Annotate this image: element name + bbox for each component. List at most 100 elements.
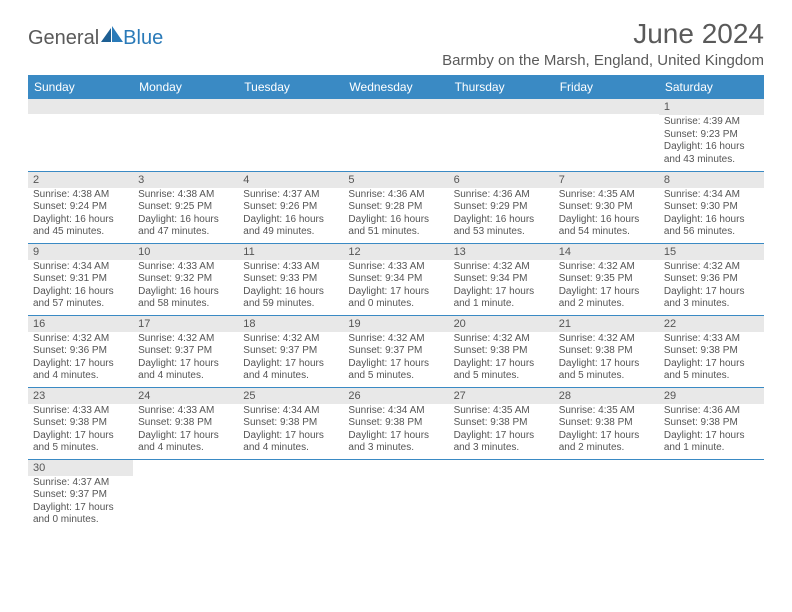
location-subtitle: Barmby on the Marsh, England, United Kin… — [442, 52, 764, 69]
calendar-day-cell: 24Sunrise: 4:33 AMSunset: 9:38 PMDayligh… — [133, 387, 238, 459]
day-number — [343, 99, 448, 114]
day-number: 24 — [133, 388, 238, 404]
day-number — [28, 99, 133, 114]
daylight-text: Daylight: 17 hours and 4 minutes. — [138, 430, 233, 455]
day-number: 25 — [238, 388, 343, 404]
weekday-header: Saturday — [659, 75, 764, 99]
day-number — [343, 460, 448, 475]
day-number: 11 — [238, 244, 343, 260]
calendar-day-cell: 22Sunrise: 4:33 AMSunset: 9:38 PMDayligh… — [659, 315, 764, 387]
sunset-text: Sunset: 9:38 PM — [559, 345, 654, 358]
calendar-day-cell: 21Sunrise: 4:32 AMSunset: 9:38 PMDayligh… — [554, 315, 659, 387]
daylight-text: Daylight: 17 hours and 4 minutes. — [243, 430, 338, 455]
sunrise-text: Sunrise: 4:34 AM — [348, 405, 443, 418]
day-number: 1 — [659, 99, 764, 115]
day-number — [133, 460, 238, 475]
calendar-day-cell — [343, 99, 448, 171]
daylight-text: Daylight: 17 hours and 5 minutes. — [664, 358, 759, 383]
day-number: 26 — [343, 388, 448, 404]
weekday-header-row: Sunday Monday Tuesday Wednesday Thursday… — [28, 75, 764, 99]
sunrise-text: Sunrise: 4:33 AM — [348, 261, 443, 274]
calendar-day-cell: 12Sunrise: 4:33 AMSunset: 9:34 PMDayligh… — [343, 243, 448, 315]
sunset-text: Sunset: 9:26 PM — [243, 201, 338, 214]
calendar-day-cell: 13Sunrise: 4:32 AMSunset: 9:34 PMDayligh… — [449, 243, 554, 315]
day-number: 17 — [133, 316, 238, 332]
sunrise-text: Sunrise: 4:39 AM — [664, 116, 759, 129]
logo-text-general: General — [28, 27, 99, 50]
calendar-day-cell — [133, 459, 238, 531]
calendar-day-cell: 14Sunrise: 4:32 AMSunset: 9:35 PMDayligh… — [554, 243, 659, 315]
day-details: Sunrise: 4:32 AMSunset: 9:36 PMDaylight:… — [28, 332, 133, 383]
day-number: 2 — [28, 172, 133, 188]
sunset-text: Sunset: 9:37 PM — [33, 489, 128, 502]
sunset-text: Sunset: 9:38 PM — [348, 417, 443, 430]
sunrise-text: Sunrise: 4:32 AM — [454, 261, 549, 274]
sunset-text: Sunset: 9:38 PM — [559, 417, 654, 430]
sunset-text: Sunset: 9:34 PM — [454, 273, 549, 286]
day-number: 13 — [449, 244, 554, 260]
day-details: Sunrise: 4:32 AMSunset: 9:38 PMDaylight:… — [554, 332, 659, 383]
sunset-text: Sunset: 9:38 PM — [454, 345, 549, 358]
sunrise-text: Sunrise: 4:36 AM — [454, 189, 549, 202]
weekday-header: Sunday — [28, 75, 133, 99]
day-details: Sunrise: 4:33 AMSunset: 9:38 PMDaylight:… — [28, 404, 133, 455]
month-title: June 2024 — [442, 18, 764, 50]
day-number: 20 — [449, 316, 554, 332]
sunrise-text: Sunrise: 4:37 AM — [243, 189, 338, 202]
day-number — [554, 460, 659, 475]
calendar-week-row: 2Sunrise: 4:38 AMSunset: 9:24 PMDaylight… — [28, 171, 764, 243]
daylight-text: Daylight: 16 hours and 51 minutes. — [348, 214, 443, 239]
sunrise-text: Sunrise: 4:34 AM — [243, 405, 338, 418]
day-details: Sunrise: 4:37 AMSunset: 9:37 PMDaylight:… — [28, 476, 133, 527]
calendar-day-cell — [238, 459, 343, 531]
sunset-text: Sunset: 9:31 PM — [33, 273, 128, 286]
day-number — [554, 99, 659, 114]
weekday-header: Thursday — [449, 75, 554, 99]
calendar-day-cell — [554, 459, 659, 531]
day-number: 18 — [238, 316, 343, 332]
calendar-day-cell: 29Sunrise: 4:36 AMSunset: 9:38 PMDayligh… — [659, 387, 764, 459]
logo-text-blue: Blue — [123, 27, 163, 50]
weekday-header: Monday — [133, 75, 238, 99]
day-number: 14 — [554, 244, 659, 260]
sunset-text: Sunset: 9:29 PM — [454, 201, 549, 214]
daylight-text: Daylight: 16 hours and 56 minutes. — [664, 214, 759, 239]
calendar-day-cell: 27Sunrise: 4:35 AMSunset: 9:38 PMDayligh… — [449, 387, 554, 459]
calendar-day-cell: 25Sunrise: 4:34 AMSunset: 9:38 PMDayligh… — [238, 387, 343, 459]
calendar-day-cell: 23Sunrise: 4:33 AMSunset: 9:38 PMDayligh… — [28, 387, 133, 459]
calendar-day-cell: 15Sunrise: 4:32 AMSunset: 9:36 PMDayligh… — [659, 243, 764, 315]
sunrise-text: Sunrise: 4:33 AM — [243, 261, 338, 274]
sunset-text: Sunset: 9:38 PM — [454, 417, 549, 430]
daylight-text: Daylight: 17 hours and 0 minutes. — [33, 502, 128, 527]
calendar-day-cell: 4Sunrise: 4:37 AMSunset: 9:26 PMDaylight… — [238, 171, 343, 243]
weekday-header: Tuesday — [238, 75, 343, 99]
day-details: Sunrise: 4:33 AMSunset: 9:33 PMDaylight:… — [238, 260, 343, 311]
day-number — [659, 460, 764, 475]
sunrise-text: Sunrise: 4:37 AM — [33, 477, 128, 490]
day-details: Sunrise: 4:39 AMSunset: 9:23 PMDaylight:… — [659, 115, 764, 166]
day-number: 12 — [343, 244, 448, 260]
calendar-day-cell: 10Sunrise: 4:33 AMSunset: 9:32 PMDayligh… — [133, 243, 238, 315]
sunset-text: Sunset: 9:38 PM — [243, 417, 338, 430]
calendar-day-cell — [343, 459, 448, 531]
daylight-text: Daylight: 17 hours and 3 minutes. — [664, 286, 759, 311]
sunrise-text: Sunrise: 4:32 AM — [454, 333, 549, 346]
calendar-day-cell: 19Sunrise: 4:32 AMSunset: 9:37 PMDayligh… — [343, 315, 448, 387]
day-details: Sunrise: 4:34 AMSunset: 9:31 PMDaylight:… — [28, 260, 133, 311]
day-number — [449, 99, 554, 114]
sunrise-text: Sunrise: 4:35 AM — [559, 189, 654, 202]
sunset-text: Sunset: 9:38 PM — [33, 417, 128, 430]
calendar-table: Sunday Monday Tuesday Wednesday Thursday… — [28, 75, 764, 531]
sunset-text: Sunset: 9:30 PM — [559, 201, 654, 214]
day-details: Sunrise: 4:32 AMSunset: 9:36 PMDaylight:… — [659, 260, 764, 311]
calendar-day-cell — [449, 459, 554, 531]
sunrise-text: Sunrise: 4:32 AM — [348, 333, 443, 346]
sunset-text: Sunset: 9:25 PM — [138, 201, 233, 214]
day-details: Sunrise: 4:33 AMSunset: 9:38 PMDaylight:… — [133, 404, 238, 455]
calendar-day-cell: 5Sunrise: 4:36 AMSunset: 9:28 PMDaylight… — [343, 171, 448, 243]
day-details: Sunrise: 4:34 AMSunset: 9:30 PMDaylight:… — [659, 188, 764, 239]
sunset-text: Sunset: 9:38 PM — [138, 417, 233, 430]
day-details: Sunrise: 4:32 AMSunset: 9:37 PMDaylight:… — [343, 332, 448, 383]
calendar-day-cell: 30Sunrise: 4:37 AMSunset: 9:37 PMDayligh… — [28, 459, 133, 531]
day-details: Sunrise: 4:35 AMSunset: 9:38 PMDaylight:… — [449, 404, 554, 455]
